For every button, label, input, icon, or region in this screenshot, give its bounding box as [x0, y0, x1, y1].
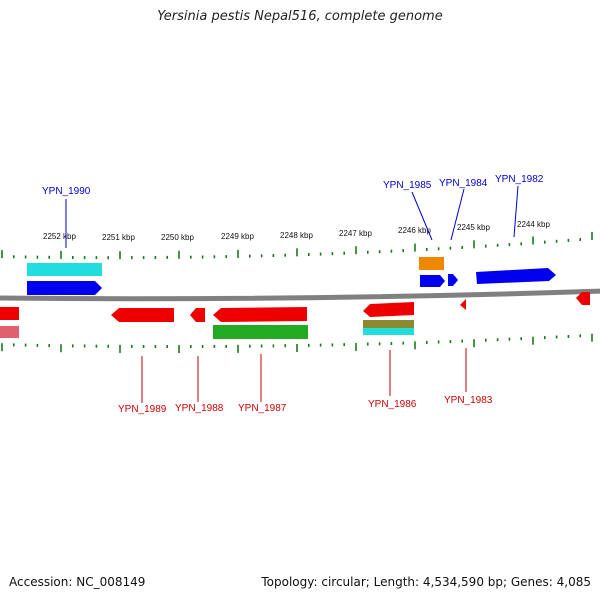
leader-line [411, 191, 433, 241]
gene-label-ypn-1990[interactable]: YPN_1990 [42, 186, 91, 197]
gene-arrow-ypn-1989[interactable] [111, 308, 174, 322]
scale-label: 2244 kbp [517, 220, 550, 229]
scale-label: 2252 kbp [43, 232, 76, 241]
gene-pink-left-edge[interactable] [0, 326, 19, 338]
upper-tick-track [1, 232, 593, 260]
genome-backbone [0, 288, 600, 302]
gene-label-ypn-1988[interactable]: YPN_1988 [175, 403, 224, 414]
gene-arrow-ypn-1987[interactable] [213, 307, 307, 322]
accession-text: Accession: NC_008149 [9, 575, 146, 589]
scale-labels: 2252 kbp 2251 kbp 2250 kbp 2249 kbp 2248… [43, 220, 550, 242]
gene-label-ypn-1985[interactable]: YPN_1985 [383, 180, 432, 191]
gene-label-ypn-1984[interactable]: YPN_1984 [439, 178, 488, 189]
bottom-gene-labels: YPN_1989 YPN_1988 YPN_1987 YPN_1986 YPN_… [118, 348, 493, 415]
gene-arrow-ypn-1983[interactable] [460, 299, 466, 310]
lower-gene-track [0, 292, 590, 339]
gene-label-ypn-1983[interactable]: YPN_1983 [444, 395, 493, 406]
upper-gene-track [27, 257, 556, 295]
map-title: Yersinia pestis Nepal516, complete genom… [157, 9, 443, 24]
gene-red-left-edge[interactable] [0, 307, 19, 320]
scale-label: 2245 kbp [457, 223, 490, 232]
gene-arrow-ypn-1988[interactable] [190, 308, 205, 322]
gene-arrow-right-edge[interactable] [576, 292, 590, 305]
top-gene-labels: YPN_1990 YPN_1985 YPN_1984 YPN_1982 [42, 174, 544, 248]
scale-label: 2246 kbp [398, 226, 431, 235]
gene-arrow-ypn-1984[interactable] [448, 274, 458, 286]
gene-label-ypn-1987[interactable]: YPN_1987 [238, 403, 287, 414]
gene-label-ypn-1986[interactable]: YPN_1986 [368, 399, 417, 410]
gene-arrow-ypn-1990[interactable] [27, 281, 102, 295]
gene-arrow-ypn-1985[interactable] [420, 275, 445, 287]
genome-info-text: Topology: circular; Length: 4,534,590 bp… [261, 575, 591, 589]
gene-arrow-ypn-1986[interactable] [363, 302, 414, 317]
gene-olive[interactable] [363, 320, 414, 328]
gene-arrow-ypn-1982[interactable] [476, 268, 556, 284]
scale-label: 2250 kbp [161, 233, 194, 242]
leader-line [513, 185, 519, 238]
gene-label-ypn-1989[interactable]: YPN_1989 [118, 404, 167, 415]
gene-label-ypn-1982[interactable]: YPN_1982 [495, 174, 544, 185]
lower-tick-track [1, 333, 593, 353]
scale-label: 2249 kbp [221, 232, 254, 241]
scale-label: 2248 kbp [280, 231, 313, 240]
scale-label: 2251 kbp [102, 233, 135, 242]
scale-label: 2247 kbp [339, 229, 372, 238]
gene-green[interactable] [213, 325, 308, 339]
gene-cyan-bottom[interactable] [363, 328, 414, 335]
gene-cyan-top[interactable] [27, 263, 102, 276]
leader-line [450, 188, 465, 241]
gene-orange[interactable] [419, 257, 444, 270]
